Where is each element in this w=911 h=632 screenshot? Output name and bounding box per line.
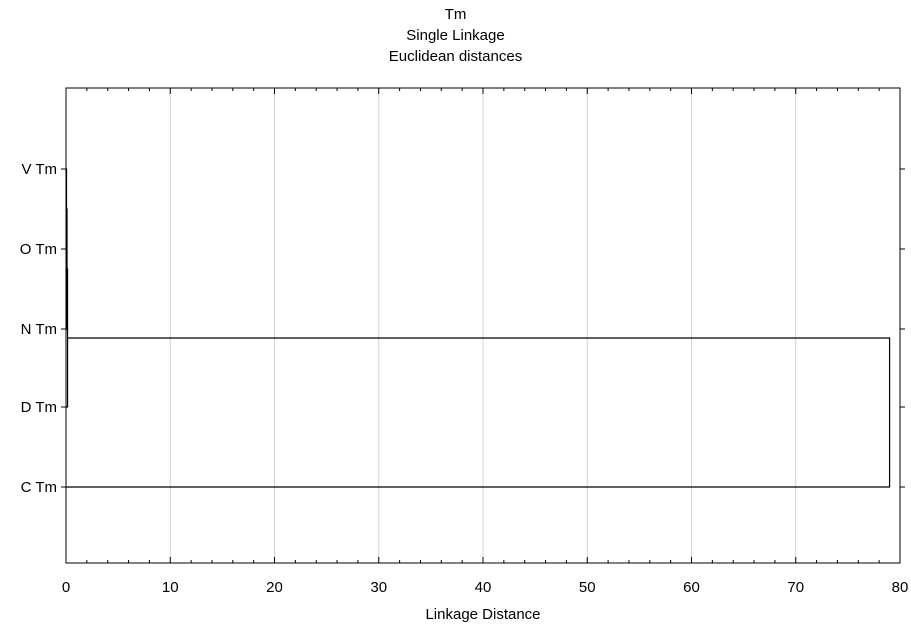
chart-title: Tm [444, 6, 467, 23]
chart-subtitle-distance: Euclidean distances [388, 48, 523, 65]
x-tick-label: 50 [579, 579, 596, 596]
x-tick-label: 60 [683, 579, 700, 596]
x-tick-label: 0 [62, 579, 70, 596]
leaf-labels: V Tm O Tm N Tm D Tm C Tm [20, 161, 57, 496]
grid-lines [169, 88, 797, 563]
dendrogram-link [66, 337, 891, 488]
leaf-label: O Tm [20, 241, 57, 258]
leaf-label: V Tm [21, 161, 57, 178]
x-tick-label: 70 [787, 579, 804, 596]
x-tick-label: 20 [266, 579, 283, 596]
x-tick-label: 10 [162, 579, 179, 596]
plot-frame [65, 87, 901, 564]
x-tick-labels: 0 10 20 30 40 50 60 70 80 [62, 579, 909, 596]
dendrogram-links [65, 168, 891, 488]
chart-subtitle-method: Single Linkage [406, 27, 505, 44]
x-tick-label: 40 [475, 579, 492, 596]
leaf-label: C Tm [21, 479, 57, 496]
leaf-label: D Tm [21, 399, 57, 416]
x-axis-label: Linkage Distance [425, 606, 541, 623]
leaf-label: N Tm [21, 321, 57, 338]
x-tick-label: 30 [370, 579, 387, 596]
x-tick-label: 80 [892, 579, 909, 596]
chart-title-block: Tm Single Linkage Euclidean distances [0, 4, 911, 67]
